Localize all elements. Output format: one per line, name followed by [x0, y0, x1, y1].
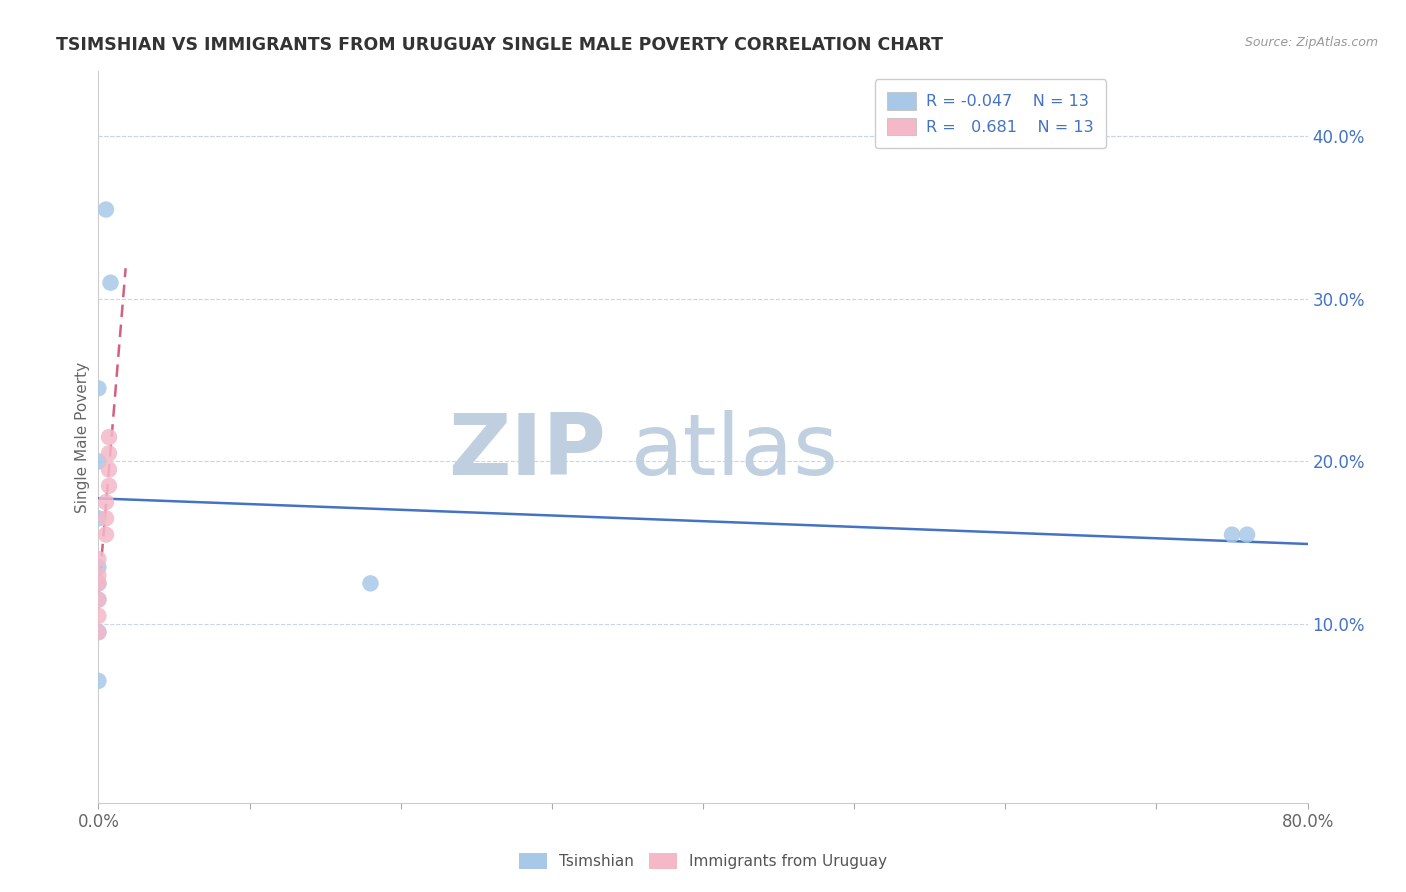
Point: [87, 576, 110, 591]
Point: [87, 568, 110, 582]
Point: [87, 576, 110, 591]
Text: TSIMSHIAN VS IMMIGRANTS FROM URUGUAY SINGLE MALE POVERTY CORRELATION CHART: TSIMSHIAN VS IMMIGRANTS FROM URUGUAY SIN…: [56, 36, 943, 54]
Point: [87, 608, 110, 623]
Point: [100, 276, 122, 290]
Point: [94, 527, 117, 541]
Point: [94, 202, 117, 217]
Point: [87, 592, 110, 607]
Point: [98, 479, 121, 493]
Point: [87, 625, 110, 640]
Point: [87, 625, 110, 640]
Point: [87, 673, 110, 688]
Point: [87, 381, 110, 395]
Point: [94, 495, 117, 509]
Y-axis label: Single Male Poverty: Single Male Poverty: [75, 361, 90, 513]
Point: [87, 511, 110, 525]
Legend: R = -0.047    N = 13, R =   0.681    N = 13: R = -0.047 N = 13, R = 0.681 N = 13: [875, 79, 1107, 148]
Point: [87, 560, 110, 574]
Point: [1236, 527, 1258, 541]
Point: [87, 552, 110, 566]
Text: Source: ZipAtlas.com: Source: ZipAtlas.com: [1244, 36, 1378, 49]
Point: [87, 592, 110, 607]
Legend: Tsimshian, Immigrants from Uruguay: Tsimshian, Immigrants from Uruguay: [513, 847, 893, 875]
Point: [98, 462, 121, 476]
Point: [87, 454, 110, 468]
Point: [1220, 527, 1243, 541]
Point: [98, 446, 121, 460]
Point: [360, 576, 382, 591]
Text: ZIP: ZIP: [449, 410, 606, 493]
Text: atlas: atlas: [630, 410, 838, 493]
Point: [98, 430, 121, 444]
Point: [94, 511, 117, 525]
